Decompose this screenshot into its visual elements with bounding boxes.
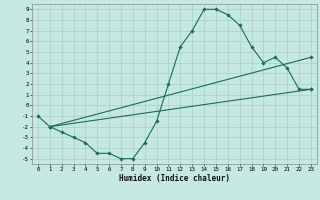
X-axis label: Humidex (Indice chaleur): Humidex (Indice chaleur) [119, 174, 230, 183]
